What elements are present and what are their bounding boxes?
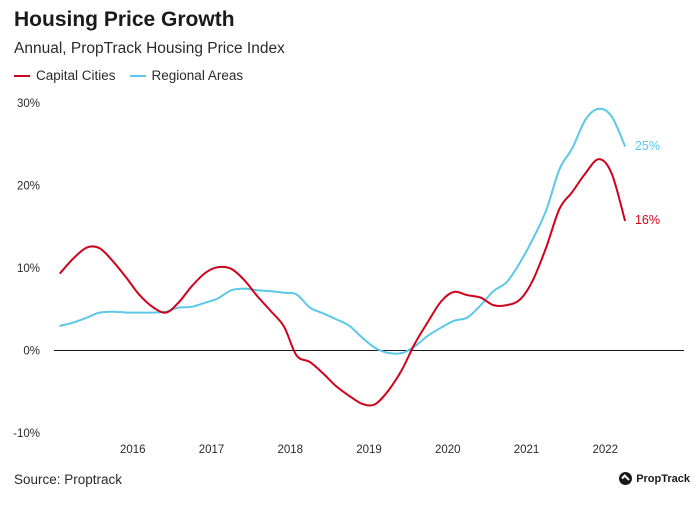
proptrack-home-icon — [619, 472, 633, 485]
chart-title: Housing Price Growth — [14, 8, 235, 31]
series-line-regional-areas — [59, 107, 626, 355]
legend-label-capital-cities: Capital Cities — [36, 68, 116, 83]
legend-item-regional-areas: Regional Areas — [129, 68, 244, 83]
y-tick-label: 20% — [17, 181, 40, 193]
series-lines — [59, 107, 626, 407]
chart-subtitle: Annual, PropTrack Housing Price Index — [14, 40, 285, 57]
legend-label-regional-areas: Regional Areas — [151, 68, 244, 83]
y-tick-label: 10% — [17, 263, 40, 275]
series-line-capital-cities — [59, 158, 626, 407]
x-axis: 2016 2017 2018 2019 2020 2021 2022 — [120, 444, 618, 456]
proptrack-logo: PropTrack — [619, 472, 690, 485]
y-tick-label: 0% — [23, 346, 40, 358]
x-tick-label: 2022 — [592, 444, 618, 456]
brand-name: PropTrack — [636, 472, 690, 485]
legend-item-capital-cities: Capital Cities — [14, 68, 116, 83]
y-tick-label: -10% — [13, 428, 40, 440]
legend-swatch-regional-areas — [129, 74, 146, 77]
source-note: Source: Proptrack — [14, 472, 123, 487]
y-tick-label: 30% — [17, 98, 40, 110]
line-chart: -10% 0% 10% 20% 30% 2016 2017 2018 2019 2020 2021… — [13, 98, 684, 456]
end-labels: 25% 16% — [635, 139, 660, 227]
end-label-regional-areas: 25% — [635, 139, 660, 153]
end-label-capital-cities: 16% — [635, 213, 660, 227]
x-tick-label: 2019 — [356, 444, 382, 456]
x-tick-label: 2021 — [514, 444, 540, 456]
x-tick-label: 2016 — [120, 444, 146, 456]
x-tick-label: 2018 — [277, 444, 303, 456]
x-tick-label: 2017 — [199, 444, 225, 456]
y-axis: -10% 0% 10% 20% 30% — [13, 98, 40, 440]
chart-legend: Capital Cities Regional Areas — [14, 68, 257, 83]
x-tick-label: 2020 — [435, 444, 461, 456]
legend-swatch-capital-cities — [14, 74, 30, 77]
